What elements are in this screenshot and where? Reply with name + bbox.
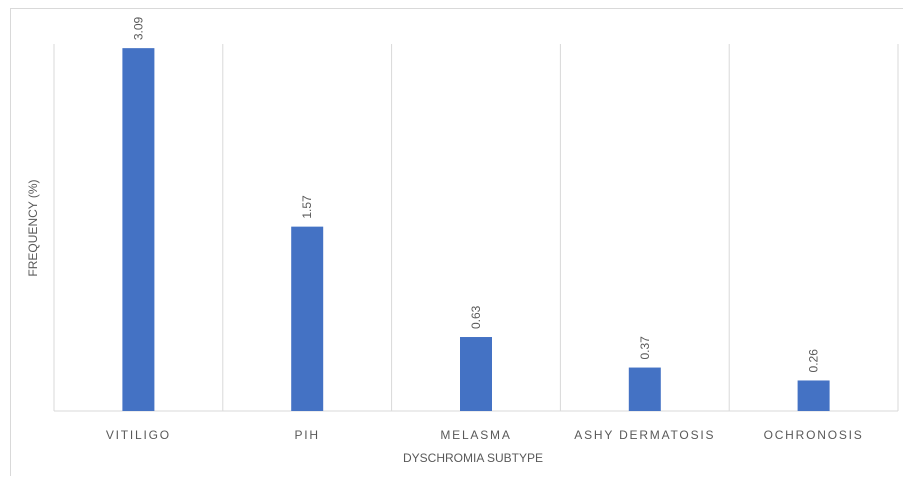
data-labels: 3.09 1.57 0.63 0.37 0.26	[131, 16, 820, 372]
x-tick-label: MELASMA	[440, 428, 511, 442]
x-tick-label: OCHRONOSIS	[764, 428, 864, 442]
data-label: 0.37	[638, 336, 652, 360]
bar-ochronosis	[797, 380, 830, 411]
data-label: 0.26	[807, 349, 821, 373]
data-label: 1.57	[300, 195, 314, 219]
chart-frame	[10, 8, 903, 476]
x-tick-labels: VITILIGO PIH MELASMA ASHY DERMATOSIS OCHRONO…	[106, 428, 864, 442]
bar-melasma	[460, 337, 492, 411]
bar-vitiligo	[122, 48, 155, 411]
data-label: 0.63	[469, 305, 483, 329]
bar-pih	[291, 226, 324, 411]
x-tick-label: PIH	[294, 428, 319, 442]
data-label: 3.09	[131, 16, 145, 40]
y-axis-title: FREQUENCY (%)	[26, 179, 40, 277]
bar-ashy-dermatosis	[628, 367, 661, 411]
x-axis-title: DYSCHROMIA SUBTYPE	[402, 451, 544, 465]
gridlines	[53, 44, 899, 411]
bars	[122, 48, 830, 411]
x-tick-label: VITILIGO	[106, 428, 171, 442]
x-tick-label: ASHY DERMATOSIS	[574, 428, 715, 442]
